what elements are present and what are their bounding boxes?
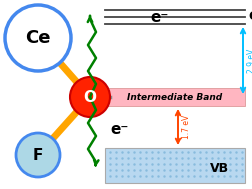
Circle shape bbox=[5, 5, 71, 71]
Text: e⁻: e⁻ bbox=[150, 9, 169, 25]
Text: 1.7 eV: 1.7 eV bbox=[181, 115, 190, 139]
Text: CB: CB bbox=[247, 11, 252, 23]
Text: e⁻: e⁻ bbox=[110, 122, 129, 138]
Bar bbox=[105, 88, 244, 106]
Text: Ce: Ce bbox=[25, 29, 51, 47]
Text: Intermediate Band: Intermediate Band bbox=[127, 92, 222, 101]
Text: VB: VB bbox=[210, 161, 229, 174]
Text: 2.9 eV: 2.9 eV bbox=[246, 48, 252, 73]
Circle shape bbox=[16, 133, 60, 177]
Text: O: O bbox=[83, 90, 96, 105]
Circle shape bbox=[70, 77, 110, 117]
Text: F: F bbox=[33, 147, 43, 163]
Bar bbox=[105, 148, 244, 183]
